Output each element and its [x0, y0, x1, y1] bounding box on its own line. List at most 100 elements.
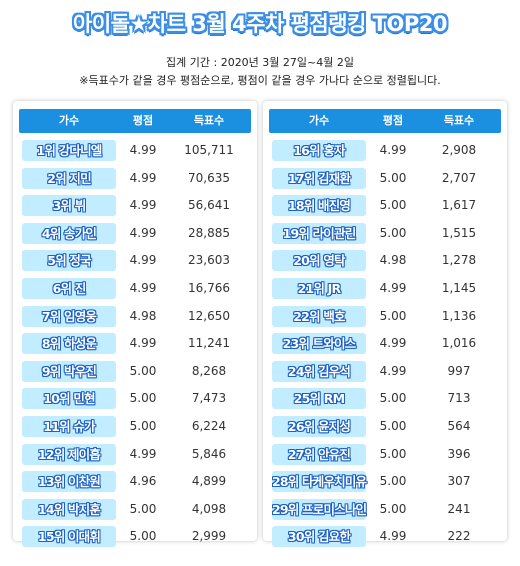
votes-cell: 4,899: [191, 474, 227, 489]
singer-name: 25위 RM: [293, 391, 345, 407]
column-header-score: 평점: [382, 114, 404, 127]
votes-cell: 11,241: [188, 336, 230, 351]
table-row: 4위 송가인 4.99 28,885: [19, 220, 251, 248]
singer-name: 5위 정국: [47, 253, 91, 269]
singer-name: 8위 하성운: [41, 336, 97, 352]
votes-cell: 28,885: [188, 225, 230, 240]
table-row: 25위 RM 5.00 713: [269, 385, 501, 413]
singer-name-cell: 10위 민현: [22, 388, 116, 410]
table-row: 13위 이찬원 4.96 4,899: [19, 468, 251, 496]
period-text: 집계 기간 : 2020년 3월 27일~4월 2일: [166, 56, 354, 69]
table-row: 10위 민현 5.00 7,473: [19, 385, 251, 413]
singer-name-cell: 12위 제이홉: [22, 443, 116, 465]
score-cell: 5.00: [129, 419, 157, 433]
table-row: 18위 배진영 5.00 1,617: [269, 192, 501, 220]
singer-name: 12위 제이홉: [37, 446, 101, 462]
table-row: 6위 진 4.99 16,766: [19, 275, 251, 303]
singer-name-cell: 28위 타케우치미유: [272, 471, 367, 493]
score-cell: 4.99: [129, 281, 157, 295]
votes-cell: 713: [447, 391, 471, 406]
score-cell: 5.00: [379, 419, 407, 433]
singer-name-cell: 3위 뷔: [22, 195, 116, 217]
singer-name: 14위 박지훈: [37, 501, 101, 517]
votes-cell: 1,617: [441, 198, 477, 213]
score-cell: 4.99: [379, 529, 407, 544]
singer-name: 28위 타케우치미유: [272, 474, 367, 490]
table-header: 가수 평점 득표수: [19, 109, 251, 133]
votes-cell: 105,711: [184, 143, 234, 157]
singer-name-cell: 15위 이대휘: [22, 526, 116, 548]
table-row: 17위 김재환 5.00 2,707: [269, 165, 501, 193]
singer-name: 18위 배진영: [287, 198, 351, 214]
table-row: 7위 임영웅 4.98 12,650: [19, 303, 251, 331]
table-row: 5위 정국 4.99 23,603: [19, 247, 251, 275]
table-row: 16위 홍자 4.99 2,908: [269, 137, 501, 165]
score-cell: 4.99: [129, 170, 157, 185]
singer-name: 4위 송가인: [41, 225, 97, 241]
votes-cell: 241: [447, 501, 471, 516]
score-cell: 4.99: [379, 143, 407, 157]
table-row: 27위 안유진 5.00 396: [269, 441, 501, 469]
singer-name: 19위 라이관린: [282, 225, 357, 241]
singer-name: 6위 진: [52, 281, 87, 296]
score-cell: 4.99: [379, 363, 407, 378]
column-header-score: 평점: [132, 114, 154, 127]
singer-name-cell: 19위 라이관린: [272, 222, 366, 244]
singer-name-cell: 16위 홍자: [272, 140, 366, 161]
score-cell: 4.99: [129, 253, 157, 268]
singer-name-cell: 6위 진: [22, 278, 116, 299]
singer-name-cell: 30위 김요한: [272, 526, 366, 548]
votes-cell: 5,846: [191, 446, 227, 461]
score-cell: 5.00: [379, 198, 407, 213]
votes-cell: 4,098: [191, 501, 227, 516]
votes-cell: 222: [447, 529, 471, 544]
ranking-table-right: 가수 평점 득표수 16위 홍자 4.99 2,908 17위 김재환 5.00 2,70…: [263, 101, 507, 548]
singer-name-cell: 27위 안유진: [272, 443, 366, 465]
votes-cell: 7,473: [191, 391, 227, 406]
table-row: 23위 트와이스 4.99 1,016: [269, 330, 501, 358]
singer-name: 1위 강다니엘: [36, 143, 103, 158]
singer-name-cell: 22위 백호: [272, 305, 366, 327]
votes-cell: 396: [447, 446, 471, 461]
singer-name-cell: 13위 이찬원: [22, 471, 116, 493]
singer-name-cell: 2위 지민: [22, 167, 116, 189]
singer-name-cell: 17위 김재환: [272, 167, 366, 189]
singer-name-cell: 9위 박우진: [22, 360, 116, 382]
singer-name: 22위 백호: [293, 308, 345, 324]
votes-cell: 6,224: [191, 419, 227, 433]
table-row: 8위 하성운 4.99 11,241: [19, 330, 251, 358]
singer-name: 2위 지민: [47, 170, 91, 186]
votes-cell: 1,145: [441, 281, 477, 295]
table-row: 9위 박우진 5.00 8,268: [19, 358, 251, 386]
score-cell: 5.00: [379, 308, 407, 323]
votes-cell: 23,603: [188, 253, 230, 268]
votes-cell: 1,016: [441, 336, 477, 351]
votes-cell: 564: [447, 419, 471, 433]
table-row: 22위 백호 5.00 1,136: [269, 303, 501, 331]
page-title: 아이돌★차트 3월 4주차 평점랭킹 TOP20: [73, 12, 447, 36]
score-cell: 4.99: [379, 336, 407, 351]
table-row: 19위 라이관린 5.00 1,515: [269, 220, 501, 248]
singer-name-cell: 24위 김우석: [272, 360, 366, 382]
singer-name-cell: 14위 박지훈: [22, 498, 116, 520]
score-cell: 4.98: [129, 308, 157, 323]
singer-name-cell: 20위 영탁: [272, 250, 366, 272]
singer-name: 23위 트와이스: [282, 336, 357, 352]
votes-cell: 1,136: [441, 308, 477, 323]
sort-note: ※득표수가 같을 경우 평점순으로, 평점이 같을 경우 가나다 순으로 정렬됩…: [79, 74, 441, 87]
votes-cell: 2,999: [191, 529, 227, 544]
column-header-votes: 득표수: [193, 114, 225, 127]
score-cell: 5.00: [379, 170, 407, 185]
column-header-votes: 득표수: [443, 114, 475, 127]
score-cell: 4.96: [129, 474, 157, 489]
table-row: 28위 타케우치미유 5.00 307: [269, 468, 501, 496]
score-cell: 5.00: [379, 474, 407, 489]
singer-name-cell: 26위 윤지성: [272, 416, 366, 437]
table-row: 1위 강다니엘 4.99 105,711: [19, 137, 251, 165]
score-cell: 5.00: [129, 501, 157, 516]
table-row: 20위 영탁 4.98 1,278: [269, 247, 501, 275]
singer-name: 30위 김요한: [287, 529, 351, 545]
singer-name: 16위 홍자: [293, 143, 345, 158]
singer-name: 26위 윤지성: [287, 419, 351, 434]
table-row: 30위 김요한 4.99 222: [269, 523, 501, 551]
